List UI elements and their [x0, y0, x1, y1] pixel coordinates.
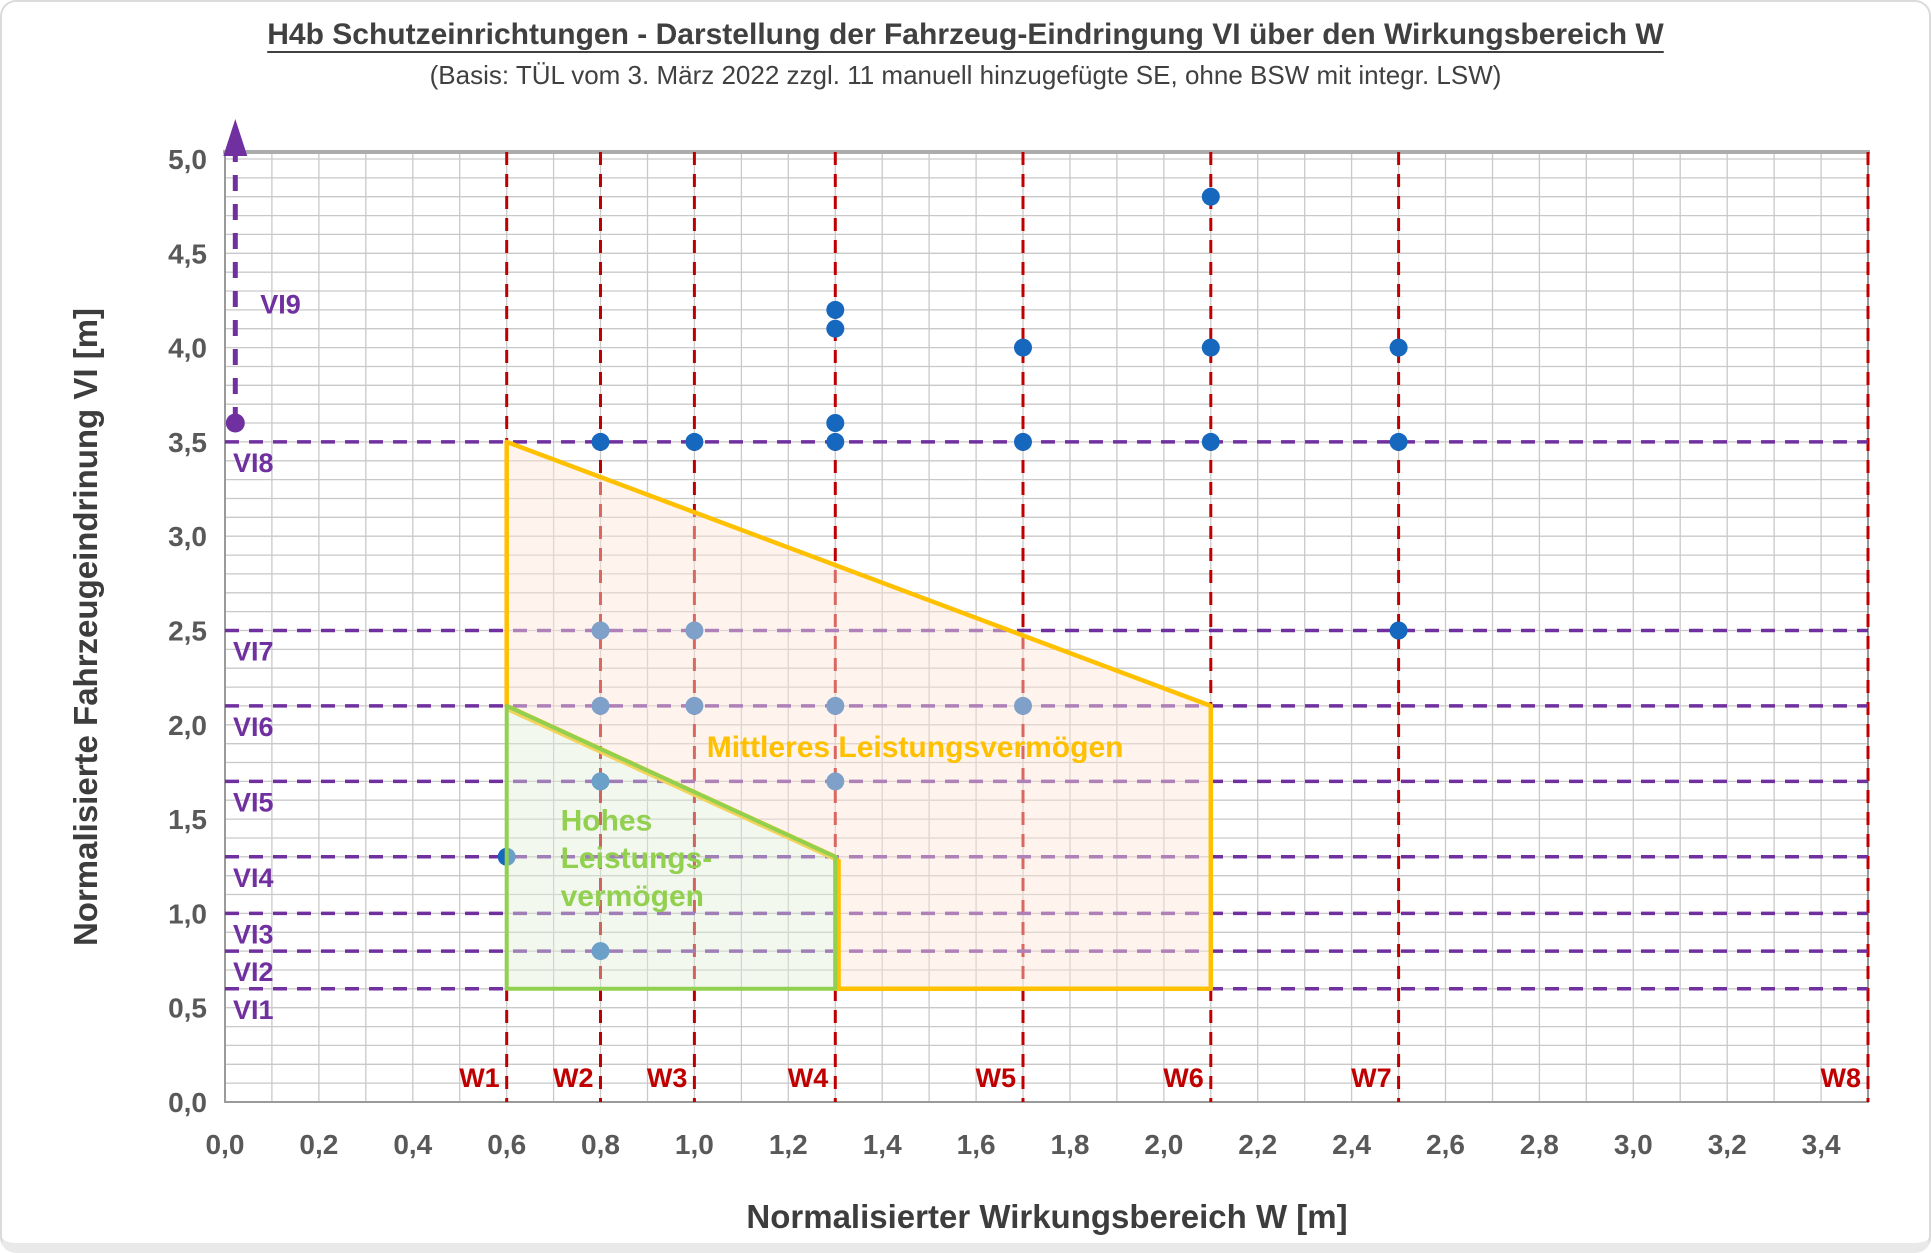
region-label-high: Leistungs-	[561, 842, 713, 875]
data-point	[685, 432, 704, 451]
data-point	[1201, 432, 1220, 451]
svg-text:5,0: 5,0	[168, 144, 207, 175]
data-point	[1201, 187, 1220, 206]
svg-text:0,4: 0,4	[393, 1129, 432, 1160]
x-axis-title: Normalisierter Wirkungsbereich W [m]	[746, 1198, 1347, 1235]
region-label-medium: Mittleres Leistungsvermögen	[707, 731, 1124, 764]
svg-text:2,8: 2,8	[1520, 1129, 1559, 1160]
svg-text:1,0: 1,0	[168, 898, 207, 929]
svg-text:2,0: 2,0	[1144, 1129, 1183, 1160]
data-point	[591, 621, 610, 640]
data-point	[591, 432, 610, 451]
data-point	[826, 300, 845, 319]
data-point	[685, 621, 704, 640]
svg-text:2,2: 2,2	[1238, 1129, 1277, 1160]
data-point	[591, 696, 610, 715]
data-point	[826, 319, 845, 338]
vi-label-VI1: VI1	[233, 995, 274, 1025]
vi9-origin-dot	[225, 413, 245, 433]
w-label-W2: W2	[553, 1063, 594, 1093]
region-label-high: Hohes	[561, 804, 653, 837]
svg-text:4,5: 4,5	[168, 238, 207, 269]
svg-text:1,6: 1,6	[957, 1129, 996, 1160]
region-label-high: vermögen	[561, 880, 704, 913]
data-point	[1201, 338, 1220, 357]
vi-label-VI2: VI2	[233, 957, 274, 987]
chart-subtitle: (Basis: TÜL vom 3. März 2022 zzgl. 11 ma…	[429, 60, 1502, 90]
svg-text:0,6: 0,6	[487, 1129, 526, 1160]
data-point	[1014, 338, 1032, 357]
data-point	[826, 414, 845, 432]
y-axis-ticks: 0,0 0,5 1,0 1,5 2,0 2,5 3,0 3,5 4,0 4,5 5,0	[168, 144, 207, 1118]
svg-text:3,2: 3,2	[1708, 1129, 1747, 1160]
data-point	[826, 772, 845, 791]
x-axis-ticks: 0,0 0,2 0,4 0,6 0,8 1,0 1,2 1,4 1,6 1,8 2,0 2,2 2,4 2…	[206, 1129, 1841, 1160]
svg-text:2,5: 2,5	[168, 616, 207, 647]
chart-header: H4b Schutzeinrichtungen - Darstellung de…	[2, 18, 1929, 52]
svg-text:1,0: 1,0	[675, 1129, 714, 1160]
vi-label-VI9: VI9	[260, 290, 301, 320]
svg-text:1,8: 1,8	[1051, 1129, 1090, 1160]
data-points	[497, 187, 1408, 961]
vi-label-VI5: VI5	[233, 787, 274, 817]
region-high-performance	[504, 703, 838, 991]
svg-text:3,0: 3,0	[1614, 1129, 1653, 1160]
w-label-W8: W8	[1821, 1063, 1862, 1093]
svg-text:0,0: 0,0	[206, 1129, 245, 1160]
data-point	[1389, 621, 1408, 640]
w-label-W6: W6	[1163, 1063, 1204, 1093]
w-label-W5: W5	[976, 1063, 1017, 1093]
y-axis-title: Normalisierte Fahrzeugeindrinung VI [m]	[67, 308, 104, 946]
vi-label-VI6: VI6	[233, 712, 274, 742]
svg-text:0,2: 0,2	[299, 1129, 338, 1160]
svg-text:0,5: 0,5	[168, 993, 207, 1024]
data-point	[826, 696, 845, 715]
region-boundary-yellow	[507, 708, 841, 989]
vi-label-VI7: VI7	[233, 637, 274, 667]
page-title: H4b Schutzeinrichtungen - Darstellung de…	[267, 18, 1664, 51]
data-point	[1389, 432, 1408, 451]
data-point	[685, 696, 704, 715]
svg-text:2,4: 2,4	[1332, 1129, 1371, 1160]
vi-label-VI4: VI4	[233, 863, 274, 893]
svg-text:0,8: 0,8	[581, 1129, 620, 1160]
w-label-W7: W7	[1351, 1063, 1392, 1093]
svg-text:0,0: 0,0	[168, 1087, 207, 1118]
arrow-up-icon	[223, 119, 248, 156]
data-point	[826, 432, 845, 451]
data-point	[591, 942, 610, 961]
svg-text:2,6: 2,6	[1426, 1129, 1465, 1160]
svg-text:1,2: 1,2	[769, 1129, 808, 1160]
w-label-W1: W1	[459, 1063, 500, 1093]
svg-text:3,0: 3,0	[168, 521, 207, 552]
vi-label-VI3: VI3	[233, 919, 274, 949]
w-label-W4: W4	[788, 1063, 829, 1093]
w-label-W3: W3	[647, 1063, 688, 1093]
svg-text:3,4: 3,4	[1802, 1129, 1841, 1160]
data-point	[591, 772, 610, 791]
svg-text:2,0: 2,0	[168, 710, 207, 741]
svg-text:1,5: 1,5	[168, 804, 207, 835]
svg-text:3,5: 3,5	[168, 427, 207, 458]
svg-text:4,0: 4,0	[168, 333, 207, 364]
data-point	[1389, 338, 1408, 357]
svg-text:1,4: 1,4	[863, 1129, 902, 1160]
vi-label-VI8: VI8	[233, 448, 274, 478]
vi9-arrow	[223, 119, 248, 433]
data-point	[1014, 696, 1032, 715]
data-point	[1014, 432, 1032, 451]
